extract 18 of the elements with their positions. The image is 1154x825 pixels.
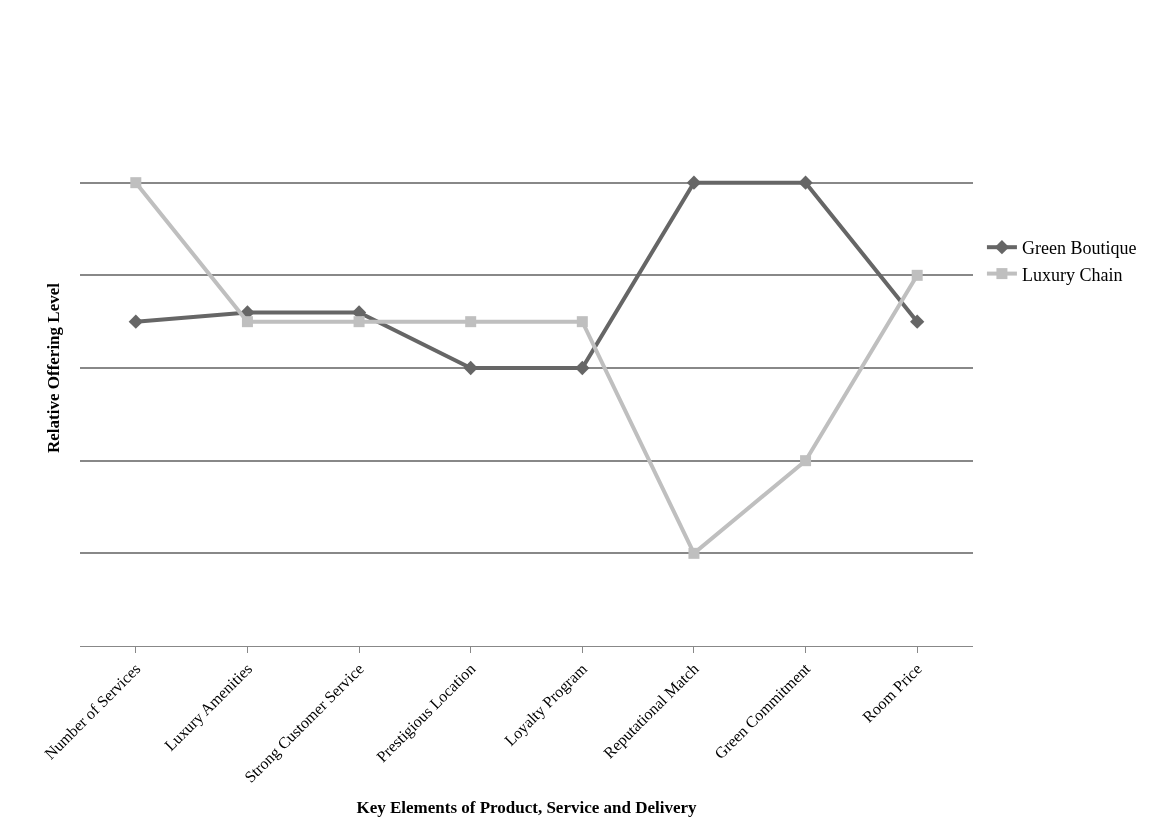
legend-label: Green Boutique bbox=[1021, 238, 1137, 259]
point bbox=[576, 316, 588, 328]
point bbox=[241, 316, 253, 328]
point bbox=[911, 269, 923, 281]
point bbox=[688, 547, 700, 559]
point bbox=[686, 175, 702, 190]
point bbox=[463, 360, 478, 376]
y-axis-title: Relative Offering Level bbox=[43, 282, 63, 453]
point bbox=[798, 175, 813, 190]
point bbox=[130, 177, 142, 189]
point bbox=[353, 316, 365, 328]
point bbox=[575, 360, 590, 376]
legend-label: Luxury Chain bbox=[1021, 264, 1123, 285]
point bbox=[910, 314, 925, 329]
x-axis-title: Key Elements of Product, Service and Delivery bbox=[356, 797, 698, 817]
point bbox=[800, 455, 812, 467]
point bbox=[465, 316, 477, 328]
point bbox=[128, 314, 143, 329]
